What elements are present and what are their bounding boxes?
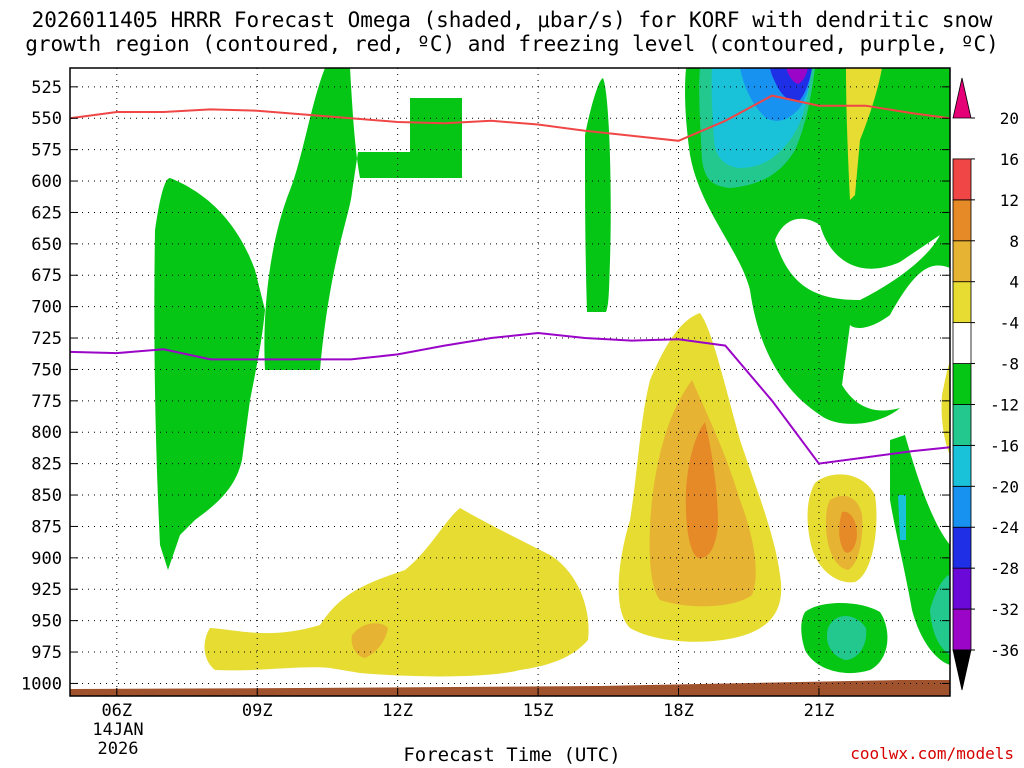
title-line-2: growth region (contoured, red, ºC) and f… [25, 32, 999, 56]
colorbar-tick-label: -24 [990, 518, 1019, 537]
colorbar-segment [952, 444, 972, 487]
omega-ascent-mid [585, 78, 611, 312]
colorbar-segment [952, 199, 972, 242]
colorbar-tick-label: 12 [1000, 191, 1019, 210]
colorbar-top-arrow [952, 77, 972, 119]
date-label-year: 2026 [98, 739, 139, 759]
colorbar-tick-label: -36 [990, 641, 1019, 660]
omega-descent-lower-core [351, 623, 388, 658]
colorbar-segment [952, 363, 972, 405]
omega-descent-core-12 [685, 422, 718, 559]
y-axis: 525 550 575 600 625 650 675 700 725 750 775 800 825 8… [21, 78, 950, 694]
omega-descent-lower [204, 508, 589, 677]
omega-descent-top [846, 68, 882, 200]
x-tick-label: 06Z [101, 701, 132, 721]
omega-neutral-hole [775, 218, 940, 300]
colorbar-tick-label: -12 [990, 395, 1019, 414]
date-label-day: 14JAN [92, 720, 143, 740]
colorbar-tick-label: 4 [1009, 273, 1019, 292]
y-tick-label: 750 [31, 360, 62, 380]
colorbar-segment [952, 281, 972, 324]
source-credit: coolwx.com/models [850, 744, 1014, 763]
colorbar-tick-label: -16 [990, 436, 1019, 455]
colorbar-segment [952, 404, 972, 446]
y-tick-label: 675 [31, 266, 62, 286]
x-tick-label: 15Z [523, 701, 554, 721]
terrain-ground [70, 680, 950, 696]
y-tick-label: 600 [31, 172, 62, 192]
y-tick-label: 700 [31, 298, 62, 318]
omega-ascent-edge-strip [898, 495, 906, 540]
y-tick-label: 1000 [21, 674, 62, 694]
y-tick-label: 775 [31, 392, 62, 412]
colorbar-segment [952, 608, 972, 651]
x-tick-label: 21Z [804, 701, 835, 721]
y-tick-label: 950 [31, 612, 62, 632]
colorbar-segment [952, 322, 972, 364]
colorbar-tick-label: -28 [990, 559, 1019, 578]
y-tick-label: 875 [31, 517, 62, 537]
omega-ascent-edge-core [930, 575, 950, 655]
colorbar-tick-label: 8 [1009, 232, 1019, 251]
y-tick-label: 650 [31, 235, 62, 255]
y-tick-label: 900 [31, 549, 62, 569]
contour-lines [69, 94, 951, 465]
colorbar-segment [952, 158, 972, 201]
y-tick-label: 625 [31, 203, 62, 223]
omega-shading [154, 68, 950, 677]
x-axis: 06Z 09Z 12Z 15Z 18Z 21Z [101, 688, 834, 721]
chart-title: 2026011405 HRRR Forecast Omega (shaded, … [0, 8, 1024, 56]
omega-ascent-left [154, 178, 265, 570]
y-tick-label: 850 [31, 486, 62, 506]
x-axis-label: Forecast Time (UTC) [403, 744, 621, 766]
x-tick-label: 09Z [242, 701, 273, 721]
y-tick-label: 575 [31, 141, 62, 161]
x-tick-label: 18Z [663, 701, 694, 721]
y-tick-label: 800 [31, 423, 62, 443]
colorbar-segment [952, 526, 972, 569]
omega-descent-right-core-12 [839, 511, 857, 553]
freezing-level-line [69, 331, 951, 465]
colorbar-tick-label: 20 [1000, 109, 1019, 128]
colorbar-tick-label: -8 [1000, 355, 1019, 374]
colorbar-segment [952, 567, 972, 610]
colorbar-bottom-arrow [952, 649, 972, 691]
colorbar-tick-label: 16 [1000, 150, 1019, 169]
omega-descent-edge [941, 362, 950, 455]
y-tick-label: 825 [31, 455, 62, 475]
title-line-1: 2026011405 HRRR Forecast Omega (shaded, … [31, 8, 993, 32]
y-tick-label: 725 [31, 329, 62, 349]
omega-ascent-core-28 [786, 68, 808, 84]
omega-ascent-upper [264, 68, 462, 370]
colorbar-tick-label: -20 [990, 477, 1019, 496]
colorbar-segment [952, 240, 972, 283]
colorbar-segment [952, 485, 972, 528]
y-tick-label: 550 [31, 109, 62, 129]
colorbar: 20 16 12 8 4 -4 -8 -12 -16 -20 -24 -28 -32 -36 [952, 77, 1019, 691]
omega-ascent-small-core [826, 616, 867, 660]
plot-frame [69, 67, 951, 697]
y-tick-label: 975 [31, 643, 62, 663]
x-tick-label: 12Z [382, 701, 413, 721]
y-tick-label: 525 [31, 78, 62, 98]
dendritic-growth-line [69, 94, 951, 142]
colorbar-tick-label: -4 [1000, 314, 1019, 333]
y-tick-label: 925 [31, 580, 62, 600]
colorbar-tick-label: -32 [990, 600, 1019, 619]
